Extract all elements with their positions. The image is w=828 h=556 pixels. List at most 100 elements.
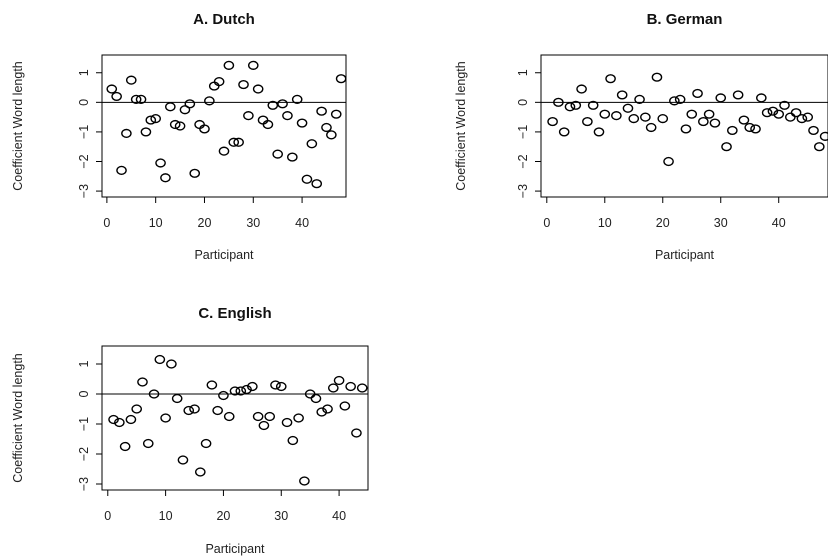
german-data-point xyxy=(698,116,709,127)
german-data-point xyxy=(703,109,715,119)
german-data-point xyxy=(767,106,779,116)
german-x-tick-label: 0 xyxy=(543,216,550,230)
dutch-data-point xyxy=(189,168,201,178)
german-data-point xyxy=(547,116,558,127)
german-y-tick-label: −2 xyxy=(516,154,530,168)
german-data-point xyxy=(558,127,570,137)
dutch-x-axis-label: Participant xyxy=(194,248,254,262)
german-panel-title: B. German xyxy=(647,11,723,28)
german-data-point xyxy=(576,84,587,94)
german-data-point xyxy=(611,111,622,121)
german-data-point xyxy=(814,142,825,152)
english-data-point xyxy=(275,381,287,392)
german-x-tick-label: 30 xyxy=(714,216,728,230)
german-data-point xyxy=(634,94,645,104)
english-y-tick-label: −1 xyxy=(77,417,91,431)
english-data-point xyxy=(316,407,328,417)
german-data-point xyxy=(553,97,564,107)
english-data-point xyxy=(177,455,189,465)
dutch-data-point xyxy=(316,106,327,116)
dutch-data-point xyxy=(321,122,332,133)
english-data-point xyxy=(258,420,270,431)
dutch-data-point xyxy=(121,128,132,138)
english-data-point xyxy=(287,435,299,446)
dutch-data-point xyxy=(145,115,157,125)
dutch-data-point xyxy=(311,179,323,189)
german-data-point xyxy=(645,122,657,133)
english-data-point xyxy=(223,411,235,422)
english-x-tick-label: 0 xyxy=(104,509,111,523)
english-data-point xyxy=(270,380,281,390)
german-y-tick-label: −3 xyxy=(516,184,530,198)
german-data-point xyxy=(570,100,582,110)
dutch-data-point xyxy=(262,119,274,130)
dutch-data-point xyxy=(155,158,166,168)
english-data-point xyxy=(351,428,362,438)
english-data-point xyxy=(310,393,322,404)
german-data-point xyxy=(640,112,651,122)
english-data-point xyxy=(218,390,229,401)
german-x-tick-label: 10 xyxy=(598,216,612,230)
dutch-x-tick-label: 0 xyxy=(103,216,110,230)
english-x-tick-label: 10 xyxy=(159,509,173,523)
dutch-y-tick-label: 1 xyxy=(77,69,91,76)
dutch-data-point xyxy=(125,75,137,85)
german-data-point xyxy=(709,118,721,128)
german-data-point xyxy=(622,103,634,113)
dutch-data-point xyxy=(160,173,171,183)
dutch-data-point xyxy=(116,165,127,175)
german-y-axis-label: Coefficient Word length xyxy=(454,61,468,191)
german-data-point xyxy=(773,109,785,119)
german-data-point xyxy=(692,88,703,99)
dutch-data-point xyxy=(169,119,181,130)
english-data-point xyxy=(154,354,166,365)
english-data-point xyxy=(235,386,247,396)
german-y-tick-label: −1 xyxy=(516,125,530,139)
german-data-point xyxy=(796,114,808,124)
dutch-data-point xyxy=(150,114,161,124)
dutch-data-point xyxy=(165,102,176,112)
english-y-tick-label: −3 xyxy=(77,477,91,491)
english-data-point xyxy=(333,375,345,386)
dutch-data-point xyxy=(140,127,152,137)
german-data-point xyxy=(651,72,663,82)
dutch-data-point xyxy=(252,84,264,94)
english-data-point xyxy=(114,417,125,428)
dutch-data-point xyxy=(326,130,337,140)
dutch-data-point xyxy=(330,109,342,119)
dutch-data-point xyxy=(228,137,240,147)
dutch-y-tick-label: −3 xyxy=(77,184,91,198)
english-data-point xyxy=(299,476,310,486)
english-data-point xyxy=(160,413,171,423)
dutch-x-tick-label: 30 xyxy=(246,216,260,230)
german-data-point xyxy=(616,90,628,100)
english-data-point xyxy=(108,414,119,425)
german-data-point xyxy=(663,156,674,167)
english-plot-frame xyxy=(101,345,369,491)
dutch-data-point xyxy=(106,84,118,94)
dutch-data-point xyxy=(296,118,308,128)
english-data-point xyxy=(183,405,195,416)
dutch-data-point xyxy=(199,124,210,134)
german-data-point xyxy=(721,142,732,152)
dutch-data-point xyxy=(238,79,249,90)
german-x-tick-label: 40 xyxy=(772,216,786,230)
english-data-point xyxy=(264,411,275,422)
german-data-point xyxy=(674,94,686,104)
dutch-data-point xyxy=(282,111,293,121)
dutch-data-point xyxy=(272,149,283,159)
german-data-point xyxy=(727,125,738,136)
english-data-point xyxy=(200,438,212,449)
dutch-data-point xyxy=(335,74,347,84)
german-y-tick-label: 1 xyxy=(516,69,530,76)
german-data-point xyxy=(790,108,802,118)
english-data-point xyxy=(137,377,148,387)
german-y-tick-label: 0 xyxy=(516,99,530,106)
dutch-panel-title: A. Dutch xyxy=(193,11,255,28)
english-data-point xyxy=(328,383,339,393)
german-data-point xyxy=(669,96,680,106)
dutch-y-tick-label: −2 xyxy=(77,154,91,168)
dutch-data-point xyxy=(174,121,186,131)
